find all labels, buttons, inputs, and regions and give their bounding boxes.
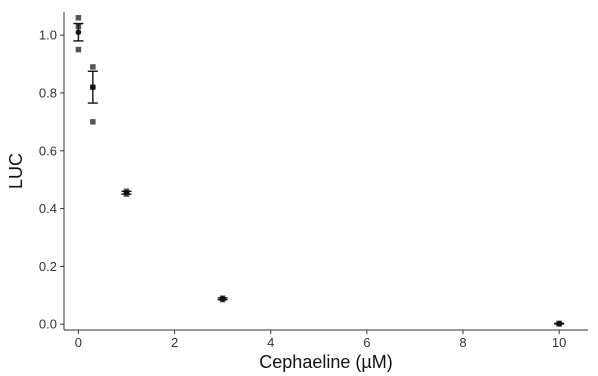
x-tick-label: 8	[459, 335, 466, 350]
data-point	[75, 15, 82, 21]
summary-marks	[73, 22, 565, 327]
y-tick-label: 0.6	[39, 143, 57, 158]
data-point	[90, 64, 96, 70]
x-ticks: 0 2 4 6 8 10	[75, 330, 566, 350]
y-tick-label: 1.0	[39, 28, 57, 43]
x-tick-label: 2	[171, 335, 178, 350]
mean-point	[75, 29, 82, 36]
data-point	[75, 46, 82, 53]
y-tick-label: 0.0	[39, 317, 57, 332]
data-point	[90, 119, 96, 125]
y-axis-title: LUC	[6, 153, 26, 189]
x-tick-label: 10	[552, 335, 566, 350]
plot-panel	[64, 12, 588, 330]
mean-point	[123, 189, 130, 196]
y-ticks: 0.0 0.2 0.4 0.6 0.8 1.0	[39, 28, 64, 332]
mean-point	[556, 320, 562, 327]
mean-point	[219, 295, 226, 302]
y-tick-label: 0.4	[39, 201, 57, 216]
axes: 0 2 4 6 8 10 0.0 0.2 0.4 0.6 0.8 1.0	[39, 12, 588, 350]
y-tick-label: 0.8	[39, 85, 57, 100]
mean-point	[90, 84, 96, 90]
x-tick-label: 4	[267, 335, 274, 350]
x-axis-title: Cephaeline (µM)	[259, 352, 392, 372]
x-tick-label: 6	[363, 335, 370, 350]
y-tick-label: 0.2	[39, 259, 57, 274]
x-tick-label: 0	[75, 335, 82, 350]
